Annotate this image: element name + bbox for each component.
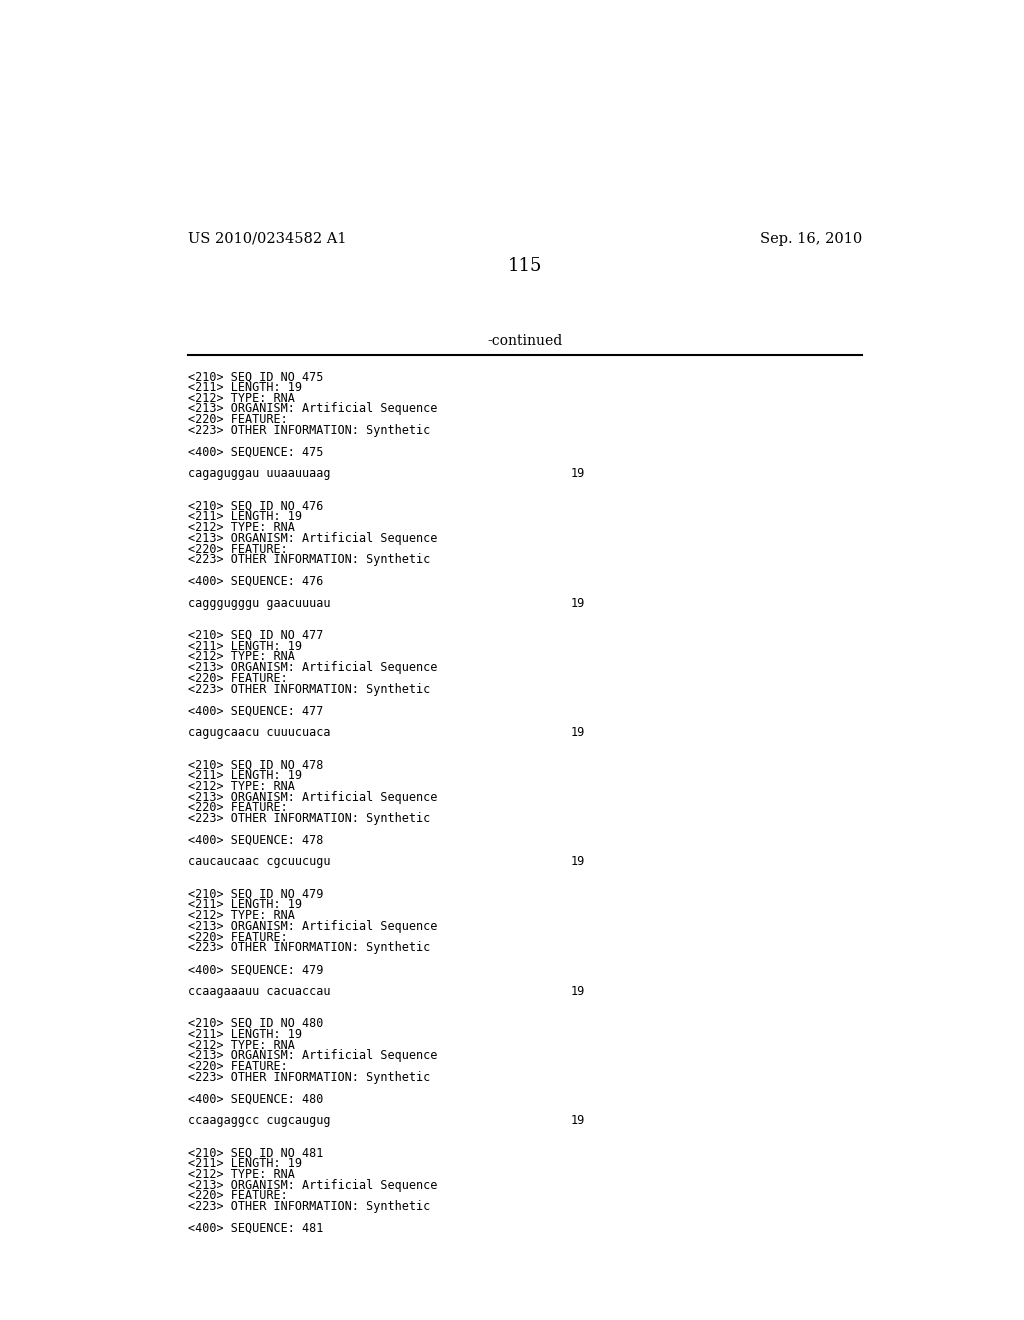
Text: caucaucaac cgcuucugu: caucaucaac cgcuucugu — [187, 855, 330, 869]
Text: <210> SEQ ID NO 480: <210> SEQ ID NO 480 — [187, 1016, 323, 1030]
Text: <210> SEQ ID NO 476: <210> SEQ ID NO 476 — [187, 499, 323, 512]
Text: <400> SEQUENCE: 480: <400> SEQUENCE: 480 — [187, 1093, 323, 1105]
Text: <220> FEATURE:: <220> FEATURE: — [187, 543, 288, 556]
Text: <212> TYPE: RNA: <212> TYPE: RNA — [187, 909, 294, 923]
Text: <220> FEATURE:: <220> FEATURE: — [187, 801, 288, 814]
Text: <223> OTHER INFORMATION: Synthetic: <223> OTHER INFORMATION: Synthetic — [187, 1200, 430, 1213]
Text: <220> FEATURE:: <220> FEATURE: — [187, 1060, 288, 1073]
Text: <212> TYPE: RNA: <212> TYPE: RNA — [187, 1168, 294, 1181]
Text: <212> TYPE: RNA: <212> TYPE: RNA — [187, 392, 294, 405]
Text: 115: 115 — [508, 257, 542, 275]
Text: <223> OTHER INFORMATION: Synthetic: <223> OTHER INFORMATION: Synthetic — [187, 1071, 430, 1084]
Text: <400> SEQUENCE: 476: <400> SEQUENCE: 476 — [187, 576, 323, 587]
Text: <212> TYPE: RNA: <212> TYPE: RNA — [187, 1039, 294, 1052]
Text: <400> SEQUENCE: 479: <400> SEQUENCE: 479 — [187, 964, 323, 975]
Text: <220> FEATURE:: <220> FEATURE: — [187, 672, 288, 685]
Text: <212> TYPE: RNA: <212> TYPE: RNA — [187, 651, 294, 664]
Text: <223> OTHER INFORMATION: Synthetic: <223> OTHER INFORMATION: Synthetic — [187, 424, 430, 437]
Text: <223> OTHER INFORMATION: Synthetic: <223> OTHER INFORMATION: Synthetic — [187, 812, 430, 825]
Text: <211> LENGTH: 19: <211> LENGTH: 19 — [187, 1028, 301, 1040]
Text: <212> TYPE: RNA: <212> TYPE: RNA — [187, 521, 294, 535]
Text: <223> OTHER INFORMATION: Synthetic: <223> OTHER INFORMATION: Synthetic — [187, 682, 430, 696]
Text: <223> OTHER INFORMATION: Synthetic: <223> OTHER INFORMATION: Synthetic — [187, 553, 430, 566]
Text: 19: 19 — [570, 855, 585, 869]
Text: <213> ORGANISM: Artificial Sequence: <213> ORGANISM: Artificial Sequence — [187, 1179, 437, 1192]
Text: <211> LENGTH: 19: <211> LENGTH: 19 — [187, 770, 301, 781]
Text: <213> ORGANISM: Artificial Sequence: <213> ORGANISM: Artificial Sequence — [187, 920, 437, 933]
Text: 19: 19 — [570, 726, 585, 739]
Text: cagaguggau uuaauuaag: cagaguggau uuaauuaag — [187, 467, 330, 480]
Text: ccaagaggcc cugcaugug: ccaagaggcc cugcaugug — [187, 1114, 330, 1127]
Text: <211> LENGTH: 19: <211> LENGTH: 19 — [187, 640, 301, 652]
Text: <220> FEATURE:: <220> FEATURE: — [187, 1189, 288, 1203]
Text: <213> ORGANISM: Artificial Sequence: <213> ORGANISM: Artificial Sequence — [187, 1049, 437, 1063]
Text: <400> SEQUENCE: 478: <400> SEQUENCE: 478 — [187, 834, 323, 846]
Text: 19: 19 — [570, 467, 585, 480]
Text: <211> LENGTH: 19: <211> LENGTH: 19 — [187, 1158, 301, 1170]
Text: <210> SEQ ID NO 479: <210> SEQ ID NO 479 — [187, 887, 323, 900]
Text: <210> SEQ ID NO 475: <210> SEQ ID NO 475 — [187, 370, 323, 383]
Text: -continued: -continued — [487, 334, 562, 348]
Text: <400> SEQUENCE: 481: <400> SEQUENCE: 481 — [187, 1222, 323, 1234]
Text: <220> FEATURE:: <220> FEATURE: — [187, 931, 288, 944]
Text: <213> ORGANISM: Artificial Sequence: <213> ORGANISM: Artificial Sequence — [187, 791, 437, 804]
Text: ccaagaaauu cacuaccau: ccaagaaauu cacuaccau — [187, 985, 330, 998]
Text: <211> LENGTH: 19: <211> LENGTH: 19 — [187, 381, 301, 393]
Text: <210> SEQ ID NO 477: <210> SEQ ID NO 477 — [187, 628, 323, 642]
Text: <213> ORGANISM: Artificial Sequence: <213> ORGANISM: Artificial Sequence — [187, 403, 437, 416]
Text: <220> FEATURE:: <220> FEATURE: — [187, 413, 288, 426]
Text: <210> SEQ ID NO 481: <210> SEQ ID NO 481 — [187, 1146, 323, 1159]
Text: cagggugggu gaacuuuau: cagggugggu gaacuuuau — [187, 597, 330, 610]
Text: US 2010/0234582 A1: US 2010/0234582 A1 — [187, 231, 346, 246]
Text: cagugcaacu cuuucuaca: cagugcaacu cuuucuaca — [187, 726, 330, 739]
Text: <211> LENGTH: 19: <211> LENGTH: 19 — [187, 899, 301, 911]
Text: 19: 19 — [570, 985, 585, 998]
Text: <400> SEQUENCE: 477: <400> SEQUENCE: 477 — [187, 705, 323, 717]
Text: <211> LENGTH: 19: <211> LENGTH: 19 — [187, 511, 301, 523]
Text: 19: 19 — [570, 597, 585, 610]
Text: <400> SEQUENCE: 475: <400> SEQUENCE: 475 — [187, 446, 323, 458]
Text: <210> SEQ ID NO 478: <210> SEQ ID NO 478 — [187, 758, 323, 771]
Text: 19: 19 — [570, 1114, 585, 1127]
Text: <213> ORGANISM: Artificial Sequence: <213> ORGANISM: Artificial Sequence — [187, 532, 437, 545]
Text: <212> TYPE: RNA: <212> TYPE: RNA — [187, 780, 294, 793]
Text: <213> ORGANISM: Artificial Sequence: <213> ORGANISM: Artificial Sequence — [187, 661, 437, 675]
Text: Sep. 16, 2010: Sep. 16, 2010 — [760, 231, 862, 246]
Text: <223> OTHER INFORMATION: Synthetic: <223> OTHER INFORMATION: Synthetic — [187, 941, 430, 954]
